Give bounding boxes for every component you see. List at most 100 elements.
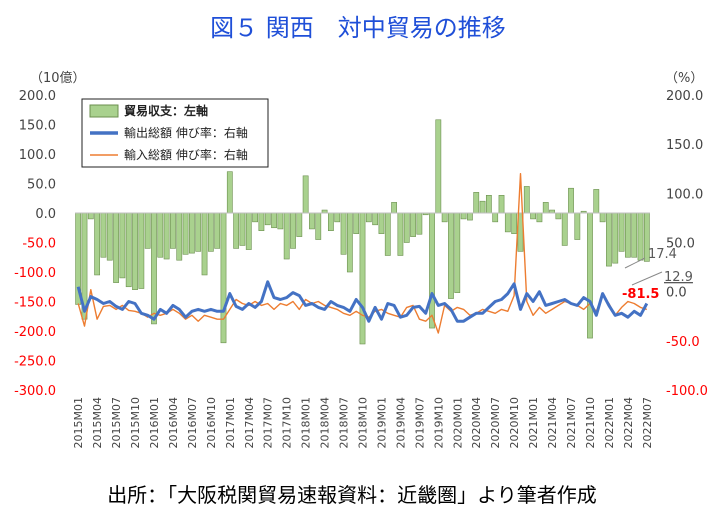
bar-trade-balance: [587, 212, 593, 339]
right-axis-unit: （%）: [665, 71, 703, 86]
bar-trade-balance: [239, 212, 246, 246]
bar-trade-balance: [479, 200, 486, 214]
left-tick-label: -250.0: [14, 355, 56, 370]
bar-trade-balance: [536, 212, 543, 223]
annotation-17-4: 17.4: [648, 247, 677, 262]
bar-trade-balance: [523, 186, 530, 214]
bar-trade-balance: [359, 212, 366, 345]
bar-trade-balance: [296, 212, 303, 237]
x-tick-label: 2020M07: [489, 397, 502, 448]
bar-trade-balance: [498, 195, 505, 214]
bar-trade-balance: [144, 212, 151, 249]
bar-trade-balance: [397, 212, 404, 256]
x-tick-label: 2015M07: [110, 397, 123, 448]
bar-trade-balance: [593, 189, 600, 214]
left-tick-label: -100.0: [14, 266, 56, 281]
x-tick-label: 2021M07: [565, 397, 578, 448]
x-tick-label: 2018M04: [319, 397, 332, 448]
bar-trade-balance: [113, 212, 119, 283]
bar-trade-balance: [454, 212, 461, 293]
bar-trade-balance: [378, 212, 385, 234]
x-tick-label: 2019M10: [432, 397, 445, 448]
bar-trade-balance: [353, 212, 360, 234]
bar-trade-balance: [612, 212, 619, 264]
bar-trade-balance: [119, 212, 126, 279]
bar-trade-balance: [220, 212, 227, 344]
legend: 貿易収支：左軸 輸出総額 伸び率：右軸 輸入総額 伸び率：右軸: [81, 98, 269, 168]
bar-trade-balance: [530, 212, 536, 220]
legend-label-exports: 輸出総額 伸び率：右軸: [124, 125, 248, 140]
growth-lines: [76, 172, 649, 334]
bar-trade-balance: [283, 212, 290, 260]
bar-trade-balance: [214, 212, 221, 249]
bar-trade-balance: [511, 212, 518, 234]
bar-trade-balance: [568, 187, 574, 214]
bar-trade-balance: [504, 212, 511, 233]
annotation-minus-81-5: -81.5: [622, 287, 659, 302]
bar-trade-balance: [170, 212, 176, 249]
bar-trade-balance: [87, 212, 94, 220]
bar-trade-balance: [410, 212, 416, 237]
x-tick-label: 2019M04: [394, 397, 407, 448]
x-tick-label: 2022M04: [622, 397, 635, 448]
x-axis-ticks: 2015M01 2015M04 2015M07 2015M10 2016M01 2016M…: [72, 397, 654, 448]
bar-trade-balance: [151, 212, 157, 325]
bar-trade-balance: [106, 212, 113, 261]
left-tick-label: 0.0: [35, 207, 56, 222]
legend-label-balance: 貿易収支：左軸: [124, 103, 208, 118]
bar-trade-balance: [416, 212, 423, 235]
bar-trade-balance: [258, 212, 265, 232]
source-note: 出所：「大阪税関貿易速報資料：近畿圏」より筆者作成: [107, 483, 597, 507]
bar-trade-balance: [309, 212, 315, 230]
bar-trade-balance: [606, 212, 612, 267]
x-tick-label: 2022M01: [603, 397, 616, 448]
left-tick-label: 200.0: [19, 89, 56, 104]
bar-trade-balance: [467, 212, 473, 221]
x-tick-label: 2021M10: [584, 397, 597, 448]
bar-trade-balance: [372, 212, 379, 226]
bar-trade-balance: [340, 212, 347, 255]
right-tick-label: -100.0: [666, 384, 708, 399]
bar-trade-balance: [473, 192, 480, 214]
bar-trade-balance: [448, 212, 454, 299]
bar-trade-balance: [441, 212, 448, 223]
x-tick-label: 2020M10: [508, 397, 521, 448]
annotation-12-9: 12.9: [664, 270, 693, 285]
left-tick-label: -50.0: [22, 237, 56, 252]
line-imports-growth: [77, 172, 648, 334]
bar-trade-balance: [94, 212, 101, 276]
bar-trade-balance: [624, 212, 631, 258]
left-tick-label: -200.0: [14, 325, 56, 340]
annotation-leader-12: [631, 271, 663, 286]
bar-trade-balance: [138, 212, 145, 289]
bar-trade-balance: [637, 212, 644, 261]
bar-trade-balance: [163, 212, 170, 260]
right-tick-label: 100.0: [666, 187, 703, 202]
bar-trade-balance: [492, 212, 499, 223]
annotation-leader-17: [624, 257, 646, 269]
bar-trade-balance: [195, 212, 202, 252]
bar-trade-balance: [631, 212, 638, 258]
bar-trade-balance: [561, 212, 568, 246]
bar-trade-balance: [176, 212, 183, 261]
x-tick-label: 2016M01: [148, 397, 161, 448]
bar-trade-balance: [328, 212, 334, 232]
x-tick-label: 2018M01: [300, 397, 313, 448]
x-tick-label: 2017M07: [262, 397, 275, 448]
right-tick-label: -50.0: [666, 335, 700, 350]
bar-trade-balance: [245, 212, 252, 250]
chart-title: 図５ 関西 対中貿易の推移: [210, 14, 506, 42]
annotations: 17.4 12.9 -81.5: [622, 247, 693, 302]
left-axis-ticks: 200.0 150.0 100.0 50.0 0.0 -50.0 -100.0 -150.0 -…: [14, 89, 56, 399]
bar-trade-balance: [334, 212, 341, 223]
bar-trade-balance: [252, 212, 258, 223]
bar-trade-balance: [403, 212, 410, 243]
bar-trade-balance: [460, 212, 467, 220]
bar-trade-balance: [100, 212, 107, 258]
bar-trade-balance: [542, 202, 549, 214]
bar-trade-balance: [264, 212, 271, 226]
right-tick-label: 150.0: [666, 138, 703, 153]
x-tick-label: 2017M10: [281, 397, 294, 448]
